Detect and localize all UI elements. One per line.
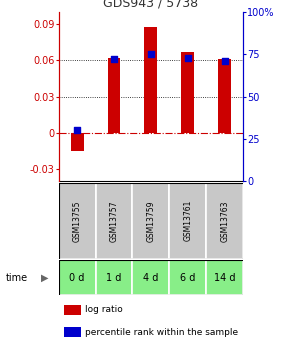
Title: GDS943 / 5738: GDS943 / 5738 [103,0,198,10]
Text: ▶: ▶ [41,273,49,283]
Text: 14 d: 14 d [214,273,236,283]
Bar [206,183,243,259]
Text: log ratio: log ratio [85,305,123,314]
Bar [59,260,96,295]
Text: 6 d: 6 d [180,273,195,283]
Bar [59,183,96,259]
Point [222,58,227,64]
Text: GSM13755: GSM13755 [73,200,81,242]
Bar [132,183,169,259]
Bar [108,58,120,133]
Text: percentile rank within the sample: percentile rank within the sample [85,328,238,337]
Bar [218,59,231,133]
Bar [169,183,206,259]
Bar [206,260,243,295]
Text: GSM13757: GSM13757 [110,200,118,242]
Point [112,57,116,62]
Text: GSM13759: GSM13759 [146,200,155,242]
Text: 0 d: 0 d [69,273,85,283]
Point [185,55,190,60]
Bar [181,52,194,133]
Point [75,128,79,133]
Text: time: time [6,273,28,283]
Text: GSM13763: GSM13763 [220,200,229,242]
Bar [64,327,81,337]
Bar [96,183,132,259]
Bar [71,133,84,151]
Text: GSM13761: GSM13761 [183,200,192,242]
Text: 4 d: 4 d [143,273,159,283]
Bar [132,260,169,295]
Bar [169,260,206,295]
Bar [96,260,132,295]
Text: 1 d: 1 d [106,273,122,283]
Bar [64,305,81,315]
Bar [144,27,157,133]
Point [149,51,153,57]
